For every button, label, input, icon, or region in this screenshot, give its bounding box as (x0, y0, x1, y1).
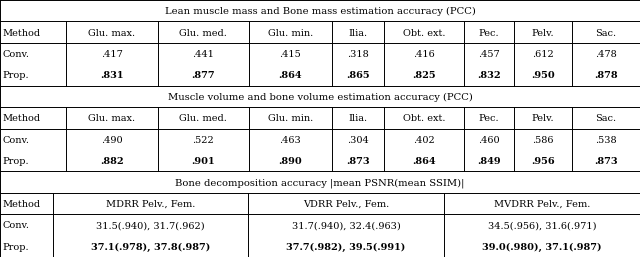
Text: 37.7(.982), 39.5(.991): 37.7(.982), 39.5(.991) (286, 243, 406, 252)
Text: Method: Method (3, 114, 41, 123)
Text: .882: .882 (100, 157, 124, 166)
Text: Ilia.: Ilia. (348, 114, 367, 123)
Text: .873: .873 (594, 157, 618, 166)
Text: .402: .402 (413, 136, 435, 145)
Text: Pec.: Pec. (479, 29, 499, 38)
Text: .478: .478 (595, 50, 617, 59)
Text: .890: .890 (278, 157, 302, 166)
Text: Conv.: Conv. (3, 136, 29, 145)
Text: 39.0(.980), 37.1(.987): 39.0(.980), 37.1(.987) (482, 243, 602, 252)
Text: .832: .832 (477, 71, 500, 80)
Text: MVDRR Pelv., Fem.: MVDRR Pelv., Fem. (493, 200, 590, 209)
Text: Method: Method (3, 29, 41, 38)
Text: .586: .586 (532, 136, 554, 145)
Text: Pelv.: Pelv. (531, 114, 554, 123)
Text: .901: .901 (191, 157, 215, 166)
Text: Prop.: Prop. (3, 71, 29, 80)
Text: .457: .457 (478, 50, 500, 59)
Text: Method: Method (3, 200, 41, 209)
Text: .950: .950 (531, 71, 555, 80)
Text: Obt. ext.: Obt. ext. (403, 29, 445, 38)
Text: .825: .825 (412, 71, 436, 80)
Text: Conv.: Conv. (3, 50, 29, 59)
Text: 31.7(.940), 32.4(.963): 31.7(.940), 32.4(.963) (292, 221, 400, 230)
Text: Lean muscle mass and Bone mass estimation accuracy (PCC): Lean muscle mass and Bone mass estimatio… (164, 7, 476, 16)
Text: .463: .463 (280, 136, 301, 145)
Text: Glu. med.: Glu. med. (179, 29, 227, 38)
Text: Prop.: Prop. (3, 157, 29, 166)
Text: Prop.: Prop. (3, 243, 29, 252)
Text: Glu. min.: Glu. min. (268, 29, 313, 38)
Text: .956: .956 (531, 157, 555, 166)
Text: .416: .416 (413, 50, 435, 59)
Text: Sac.: Sac. (595, 29, 616, 38)
Text: VDRR Pelv., Fem.: VDRR Pelv., Fem. (303, 200, 389, 209)
Text: Conv.: Conv. (3, 221, 29, 230)
Text: Pelv.: Pelv. (531, 29, 554, 38)
Text: Bone decomposition accuracy |mean PSNR(mean SSIM)|: Bone decomposition accuracy |mean PSNR(m… (175, 178, 465, 188)
Text: Ilia.: Ilia. (348, 29, 367, 38)
Text: .831: .831 (100, 71, 124, 80)
Text: .304: .304 (347, 136, 369, 145)
Text: 34.5(.956), 31.6(.971): 34.5(.956), 31.6(.971) (488, 221, 596, 230)
Text: Obt. ext.: Obt. ext. (403, 114, 445, 123)
Text: .864: .864 (412, 157, 436, 166)
Text: .878: .878 (594, 71, 618, 80)
Text: .873: .873 (346, 157, 370, 166)
Text: .865: .865 (346, 71, 370, 80)
Text: .522: .522 (193, 136, 214, 145)
Text: Glu. max.: Glu. max. (88, 29, 136, 38)
Text: .877: .877 (191, 71, 215, 80)
Text: .318: .318 (347, 50, 369, 59)
Text: Pec.: Pec. (479, 114, 499, 123)
Text: .612: .612 (532, 50, 554, 59)
Text: .490: .490 (101, 136, 123, 145)
Text: .415: .415 (280, 50, 301, 59)
Text: 31.5(.940), 31.7(.962): 31.5(.940), 31.7(.962) (97, 221, 205, 230)
Text: .441: .441 (192, 50, 214, 59)
Text: Glu. max.: Glu. max. (88, 114, 136, 123)
Text: Sac.: Sac. (595, 114, 616, 123)
Text: .864: .864 (278, 71, 302, 80)
Text: 37.1(.978), 37.8(.987): 37.1(.978), 37.8(.987) (91, 243, 211, 252)
Text: .460: .460 (478, 136, 500, 145)
Text: Muscle volume and bone volume estimation accuracy (PCC): Muscle volume and bone volume estimation… (168, 93, 472, 102)
Text: Glu. min.: Glu. min. (268, 114, 313, 123)
Text: .417: .417 (101, 50, 123, 59)
Text: .538: .538 (595, 136, 617, 145)
Text: Glu. med.: Glu. med. (179, 114, 227, 123)
Text: MDRR Pelv., Fem.: MDRR Pelv., Fem. (106, 200, 195, 209)
Text: .849: .849 (477, 157, 500, 166)
